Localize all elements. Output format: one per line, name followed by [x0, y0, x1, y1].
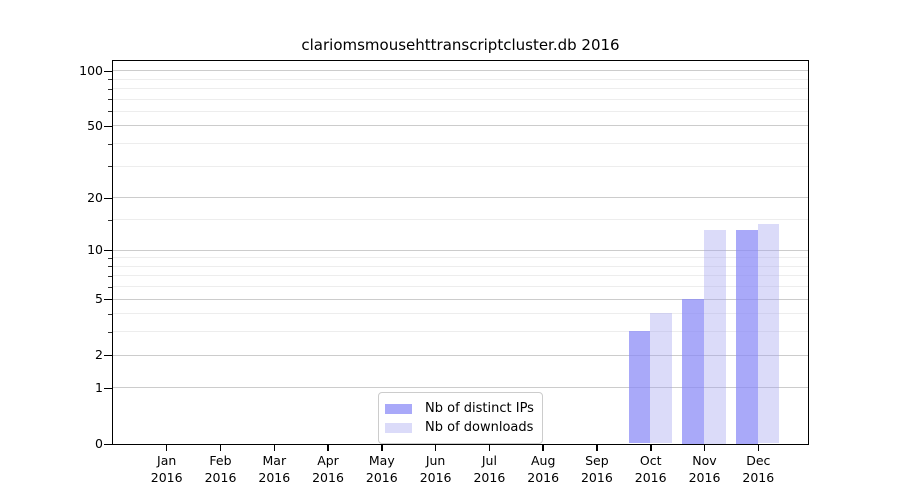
x-tick-label-jul: Jul 2016 [473, 453, 506, 485]
legend-label-downloads: Nb of downloads [425, 419, 534, 435]
x-tick [327, 444, 329, 451]
y-tick-label: 5 [95, 291, 103, 306]
y-gridline-minor [112, 88, 808, 89]
x-tick-label-feb: Feb 2016 [204, 453, 237, 485]
bar-distinct-ips-dec [736, 230, 758, 444]
x-tick-label-sep: Sep 2016 [580, 453, 613, 485]
y-tick-label: 10 [87, 242, 103, 257]
y-tick [104, 387, 112, 389]
y-gridline-major [112, 249, 808, 251]
y-minor-tick [108, 166, 112, 168]
y-gridline-major [112, 354, 808, 356]
x-tick-label-may: May 2016 [365, 453, 398, 485]
x-tick [381, 444, 383, 451]
x-tick [165, 444, 168, 451]
x-tick-label-jun: Jun 2016 [419, 453, 452, 485]
x-tick-label-nov: Nov 2016 [688, 453, 721, 485]
x-tick [273, 444, 275, 451]
y-gridline-major [112, 298, 808, 300]
y-minor-tick [108, 257, 112, 259]
y-gridline-major [112, 125, 808, 127]
y-tick [104, 444, 112, 445]
y-gridline-major [112, 197, 808, 199]
y-minor-tick [108, 266, 112, 268]
y-gridline-minor [112, 219, 808, 221]
y-gridline-minor [112, 331, 808, 333]
bar-distinct-ips-nov [682, 298, 704, 444]
y-tick [104, 299, 112, 300]
y-tick [104, 355, 112, 357]
x-tick-label-dec: Dec 2016 [742, 453, 775, 485]
x-tick [488, 444, 491, 451]
x-tick-label-aug: Aug 2016 [527, 453, 560, 485]
x-tick [219, 444, 222, 451]
legend-item-downloads: Nb of downloads [385, 418, 542, 437]
y-gridline-major [112, 387, 808, 389]
legend-swatch-downloads [385, 422, 412, 433]
y-tick [104, 70, 112, 72]
x-tick-label-jan: Jan 2016 [150, 453, 183, 485]
y-gridline-minor [112, 257, 808, 259]
x-tick-label-apr: Apr 2016 [312, 453, 344, 485]
y-minor-tick [108, 313, 112, 315]
y-tick-label: 2 [95, 347, 103, 363]
y-tick [104, 197, 112, 199]
bar-downloads-dec [757, 224, 780, 444]
y-minor-tick [108, 286, 112, 288]
y-gridline-minor [112, 78, 808, 80]
x-tick [757, 444, 759, 451]
x-tick [596, 444, 598, 451]
y-tick-label: 100 [79, 62, 103, 78]
y-tick [104, 125, 112, 127]
x-tick-label-mar: Mar 2016 [258, 453, 291, 485]
y-minor-tick [108, 99, 112, 101]
bar-downloads-nov [704, 230, 726, 444]
y-gridline-minor [112, 275, 808, 277]
bar-distinct-ips-oct [628, 331, 651, 444]
y-minor-tick [108, 331, 112, 333]
y-tick-label: 0 [95, 436, 103, 451]
x-tick-label-oct: Oct 2016 [634, 453, 667, 485]
plot-area [111, 59, 809, 445]
legend-label-distinct-ips: Nb of distinct IPs [425, 400, 534, 416]
x-tick [434, 444, 437, 451]
y-tick [104, 250, 112, 251]
y-gridline-minor [112, 98, 808, 100]
x-tick [650, 444, 652, 451]
legend: Nb of distinct IPs Nb of downloads [378, 392, 543, 444]
y-gridline-minor [112, 313, 808, 315]
y-gridline-major [112, 70, 808, 72]
legend-item-distinct-ips: Nb of distinct IPs [385, 399, 542, 418]
y-gridline-minor [112, 286, 808, 288]
y-gridline-minor [112, 143, 808, 145]
y-minor-tick [108, 88, 112, 90]
y-minor-tick [108, 275, 112, 277]
bar-downloads-oct [650, 313, 672, 444]
x-tick [542, 444, 544, 451]
y-minor-tick [108, 143, 112, 145]
y-tick-label: 20 [87, 189, 103, 205]
y-tick-label: 50 [87, 117, 103, 133]
y-minor-tick [108, 79, 112, 81]
y-minor-tick [108, 111, 112, 113]
chart-title: clariomsmousehttranscriptcluster.db 2016 [301, 36, 620, 54]
y-gridline-minor [112, 165, 808, 167]
legend-swatch-distinct-ips [385, 403, 412, 414]
y-tick-label: 1 [95, 379, 103, 395]
y-minor-tick [108, 219, 112, 221]
y-gridline-minor [112, 265, 808, 267]
x-tick [703, 444, 706, 451]
y-gridline-minor [112, 110, 808, 112]
